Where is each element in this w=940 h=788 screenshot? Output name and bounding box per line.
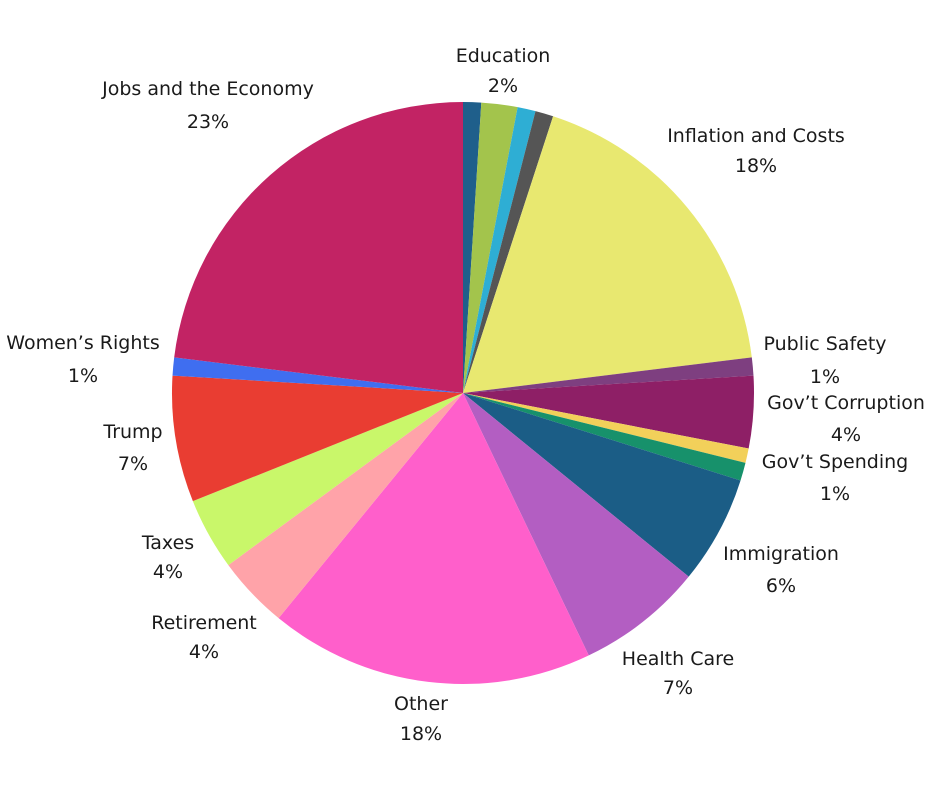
pct-womens-rights: 1%: [68, 365, 98, 387]
pct-taxes: 4%: [153, 561, 183, 583]
label-health-care: Health Care: [622, 648, 734, 670]
pct-immigration: 6%: [766, 575, 796, 597]
pie-slice-inflation-and-costs: [463, 116, 752, 394]
pie-slice-slice-0: [463, 102, 482, 393]
pct-trump: 7%: [118, 453, 148, 475]
pie-slice-gov-t-spending: [463, 393, 746, 481]
pie-slice-jobs-and-the-economy: [174, 102, 463, 393]
label-immigration: Immigration: [723, 543, 839, 565]
pie-slice-immigration: [463, 393, 741, 577]
label-public-safety: Public Safety: [763, 333, 886, 355]
pie-slice-slice-2: [463, 107, 536, 394]
label-inflation: Inflation and Costs: [667, 125, 845, 147]
pie-slice-retirement: [228, 393, 463, 619]
pct-public-safety: 1%: [810, 366, 840, 388]
pct-govt-spending: 1%: [820, 483, 850, 505]
pie-slice-health-care: [463, 393, 689, 656]
pie-slice-slice-7: [463, 393, 749, 463]
label-retirement: Retirement: [151, 612, 257, 634]
label-govt-spending: Gov’t Spending: [762, 451, 908, 473]
pie-slice-trump: [172, 375, 463, 502]
label-govt-corruption: Gov’t Corruption: [767, 392, 925, 414]
pie-slice-women-s-rights: [172, 357, 463, 393]
pie-slice-education: [463, 102, 518, 393]
pie-slice-public-safety: [463, 357, 754, 393]
pct-other: 18%: [400, 723, 442, 745]
pct-inflation: 18%: [735, 155, 777, 177]
label-trump: Trump: [102, 421, 162, 443]
label-womens-rights: Women’s Rights: [6, 332, 159, 354]
pct-education: 2%: [488, 75, 518, 97]
pie-slice-other: [278, 393, 589, 685]
pie-slice-taxes: [192, 393, 464, 566]
pct-govt-corruption: 4%: [831, 424, 861, 446]
label-education: Education: [456, 45, 551, 67]
pie-slice-slice-3: [463, 111, 554, 394]
pct-retirement: 4%: [189, 641, 219, 663]
label-other: Other: [394, 693, 448, 715]
pie-slices: [172, 102, 754, 685]
pct-health-care: 7%: [663, 677, 693, 699]
pct-jobs-economy: 23%: [187, 111, 229, 133]
label-taxes: Taxes: [141, 532, 194, 554]
pie-slice-gov-t-corruption: [463, 375, 754, 449]
label-jobs-economy: Jobs and the Economy: [101, 78, 314, 100]
